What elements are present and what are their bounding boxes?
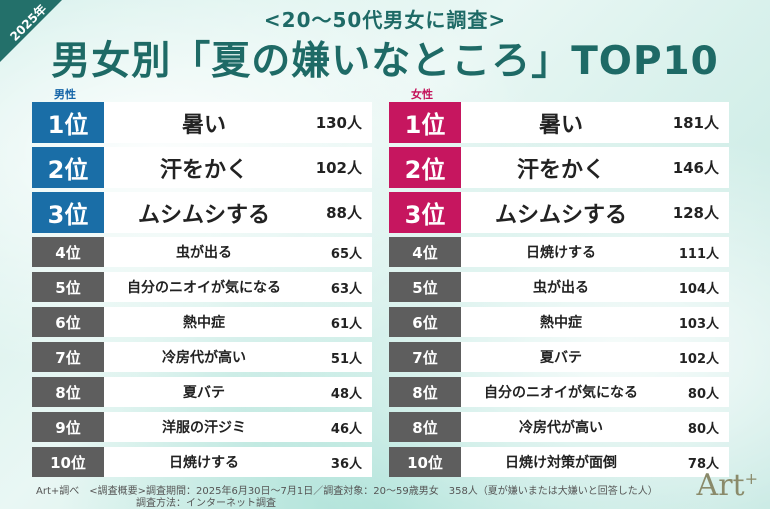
rank-badge: 4位 [389, 237, 461, 267]
female-row-10: 10位 日焼け対策が面倒 78人 [389, 447, 729, 477]
rank-badge: 3位 [389, 192, 461, 233]
rank-badge: 2位 [32, 147, 104, 188]
item-label: 自分のニオイが気になる [127, 280, 281, 296]
male-label: 男性 [54, 88, 76, 101]
count-value: 80人 [687, 386, 719, 402]
female-row-3: 3位 ムシムシする 128人 [389, 192, 729, 233]
item-label: 暑い [538, 112, 583, 138]
item-label: 虫が出る [176, 245, 232, 261]
female-row-8: 8位 自分のニオイが気になる 80人 [389, 377, 729, 407]
male-row-6: 6位 熱中症 61人 [32, 307, 372, 337]
count-value: 102人 [678, 351, 719, 367]
page-title: 男女別「夏の嫌いなところ」TOP10 [51, 39, 719, 84]
rank-badge: 9位 [32, 412, 104, 442]
rank-badge: 2位 [389, 147, 461, 188]
rank-badge: 7位 [389, 342, 461, 372]
count-value: 88人 [326, 204, 362, 222]
count-value: 46人 [330, 421, 362, 437]
count-value: 61人 [330, 316, 362, 332]
rank-badge: 8位 [389, 377, 461, 407]
count-value: 51人 [330, 351, 362, 367]
female-row-7: 7位 夏バテ 102人 [389, 342, 729, 372]
brand-name: Art [696, 468, 745, 503]
count-value: 146人 [672, 159, 719, 177]
count-value: 128人 [672, 204, 719, 222]
female-ranking: 女性 1位 暑い 181人 2位 汗をかく 146人 3位 ムシムシする 128… [389, 88, 729, 482]
count-value: 80人 [687, 421, 719, 437]
female-row-1: 1位 暑い 181人 [389, 102, 729, 143]
item-label: 熱中症 [183, 315, 225, 331]
item-label: ムシムシする [494, 202, 627, 228]
item-label: 自分のニオイが気になる [484, 385, 638, 401]
rank-badge: 6位 [32, 307, 104, 337]
count-value: 48人 [330, 386, 362, 402]
male-row-2: 2位 汗をかく 102人 [32, 147, 372, 188]
rank-badge: 6位 [389, 307, 461, 337]
item-label: ムシムシする [137, 202, 270, 228]
rank-badge: 1位 [32, 102, 104, 143]
item-label: 熱中症 [540, 315, 582, 331]
rank-badge: 8位 [32, 377, 104, 407]
count-value: 104人 [678, 281, 719, 297]
item-label: 虫が出る [533, 280, 589, 296]
item-label: 冷房代が高い [162, 350, 246, 366]
male-ranking: 男性 1位 暑い 130人 2位 汗をかく 102人 3位 ムシムシする 88人… [32, 88, 372, 482]
male-row-10: 10位 日焼けする 36人 [32, 447, 372, 477]
female-row-2: 2位 汗をかく 146人 [389, 147, 729, 188]
male-row-9: 9位 洋服の汗ジミ 46人 [32, 412, 372, 442]
rank-badge: 7位 [32, 342, 104, 372]
female-label: 女性 [411, 88, 433, 101]
rank-badge: 5位 [389, 272, 461, 302]
female-row-4: 4位 日焼けする 111人 [389, 237, 729, 267]
male-row-7: 7位 冷房代が高い 51人 [32, 342, 372, 372]
count-value: 102人 [315, 159, 362, 177]
year-badge [0, 0, 62, 62]
male-row-1: 1位 暑い 130人 [32, 102, 372, 143]
female-row-6: 6位 熱中症 103人 [389, 307, 729, 337]
item-label: 夏バテ [183, 385, 225, 401]
survey-method: 調査方法：インターネット調査 [136, 498, 276, 509]
count-value: 111人 [678, 246, 719, 262]
rank-badge: 1位 [389, 102, 461, 143]
rank-badge: 3位 [32, 192, 104, 233]
rank-badge: 8位 [389, 412, 461, 442]
survey-summary: Art+調べ <調査概要>調査期間：2025年6月30日〜7月1日／調査対象：2… [36, 486, 658, 497]
male-row-4: 4位 虫が出る 65人 [32, 237, 372, 267]
item-label: 日焼け対策が面倒 [505, 455, 617, 471]
count-value: 78人 [687, 456, 719, 472]
count-value: 130人 [315, 114, 362, 132]
male-row-5: 5位 自分のニオイが気になる 63人 [32, 272, 372, 302]
count-value: 36人 [330, 456, 362, 472]
item-label: 冷房代が高い [519, 420, 603, 436]
count-value: 63人 [330, 281, 362, 297]
subtitle: <20〜50代男女に調査> [263, 8, 507, 32]
male-row-3: 3位 ムシムシする 88人 [32, 192, 372, 233]
brand-logo: Art+ [697, 468, 758, 503]
rank-badge: 10位 [32, 447, 104, 477]
rank-badge: 10位 [389, 447, 461, 477]
item-label: 汗をかく [159, 157, 248, 183]
female-row-9: 8位 冷房代が高い 80人 [389, 412, 729, 442]
item-label: 日焼けする [526, 245, 596, 261]
count-value: 65人 [330, 246, 362, 262]
item-label: 洋服の汗ジミ [162, 420, 246, 436]
rank-badge: 5位 [32, 272, 104, 302]
female-row-5: 5位 虫が出る 104人 [389, 272, 729, 302]
count-value: 181人 [672, 114, 719, 132]
rank-badge: 4位 [32, 237, 104, 267]
male-row-8: 8位 夏バテ 48人 [32, 377, 372, 407]
count-value: 103人 [678, 316, 719, 332]
item-label: 暑い [181, 112, 226, 138]
item-label: 夏バテ [540, 350, 582, 366]
brand-plus: + [744, 469, 758, 488]
item-label: 汗をかく [516, 157, 605, 183]
item-label: 日焼けする [169, 455, 239, 471]
